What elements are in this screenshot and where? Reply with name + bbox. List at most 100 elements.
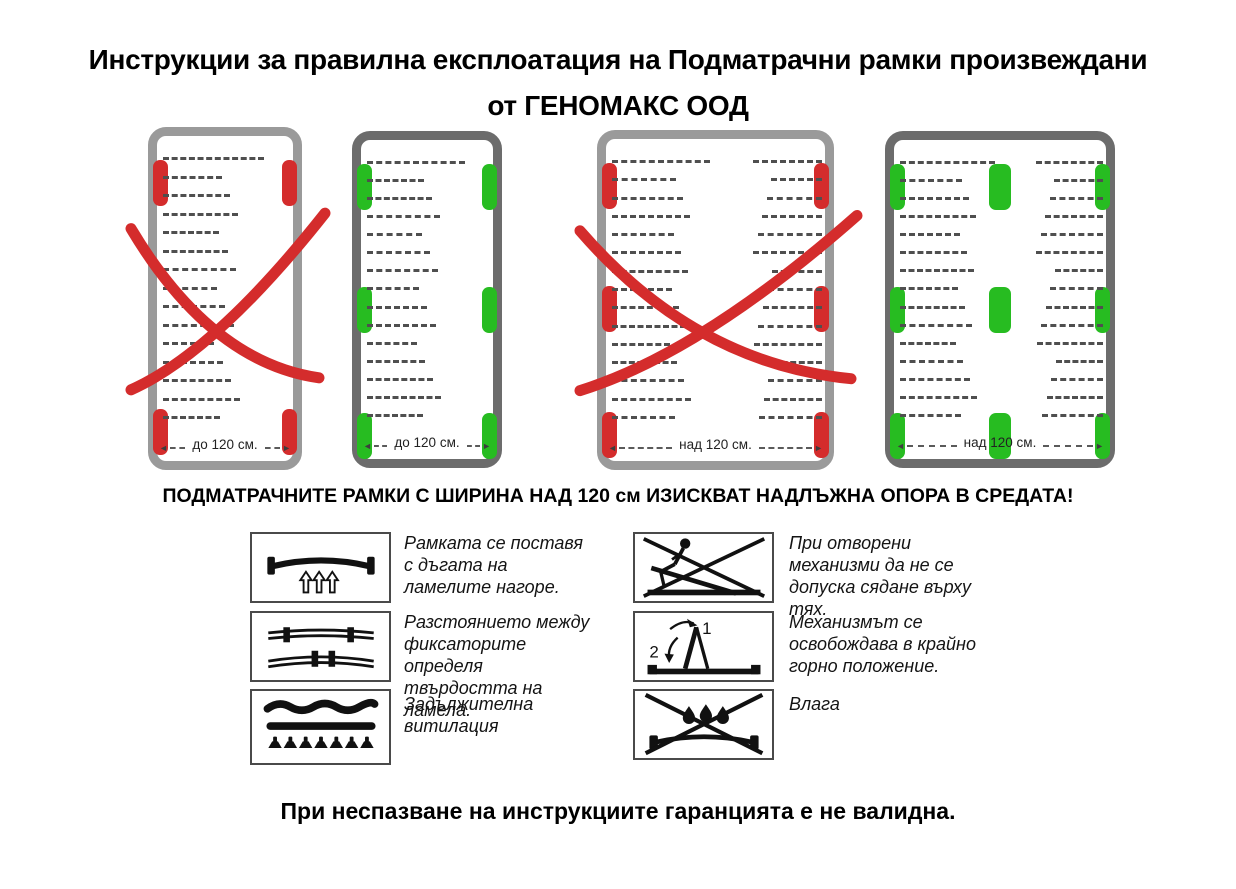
lamella-line: [766, 196, 822, 200]
frame-diagram-wide-correct: ◄ над 120 см. ►: [885, 131, 1115, 468]
lamella-line: [163, 323, 234, 327]
measure-dash-line: [169, 447, 186, 449]
lamella-line: [900, 377, 970, 381]
support-pad-left-middle: [890, 287, 905, 333]
lamella-line: [1051, 377, 1103, 381]
lamella-line: [612, 324, 687, 328]
lamella-line: [900, 161, 995, 164]
instruction-box-5: 1 2: [633, 611, 774, 682]
lamella-line: [612, 178, 676, 182]
no-moisture-icon: [644, 692, 763, 755]
arrow-left-icon: ◄: [363, 440, 372, 451]
instruction-text-4: При отворени механизми да не се допуска …: [789, 533, 972, 619]
lamella-line: [1055, 359, 1103, 363]
lamella-line: [1049, 197, 1103, 201]
lamella-line: [163, 212, 239, 216]
lamella-line: [1041, 323, 1103, 327]
width-measure-label: ◄ над 120 см. ►: [896, 434, 1104, 456]
lamella-line: [367, 323, 436, 327]
lamella-line: [367, 179, 424, 183]
lamella-line: [900, 323, 972, 327]
arrow-left-icon: ◄: [159, 442, 168, 453]
mechanism-release-icon: 1 2: [647, 618, 760, 674]
lamella-line: [757, 233, 822, 237]
page-title-line1: Инструкции за правилна експлоатация на П…: [88, 44, 1148, 75]
support-pad-right-bottom: [814, 412, 829, 458]
lamella-line: [367, 305, 428, 309]
instruction-text-6: Влага: [789, 694, 840, 714]
instruction-box-4: [633, 532, 774, 603]
lamella-line: [772, 361, 822, 365]
width-measure-label: ◄ до 120 см. ►: [159, 437, 292, 458]
measure-dash-line: [618, 447, 673, 449]
lamella-line: [367, 251, 430, 255]
lamella-line: [1050, 287, 1103, 291]
lamella-line: [900, 395, 977, 399]
support-pad-left-middle: [357, 287, 372, 333]
lamella-line: [163, 416, 221, 419]
lamella-line: [367, 341, 417, 345]
lamella-line: [1046, 395, 1103, 399]
width-measure-label: ◄ над 120 см. ►: [608, 437, 823, 458]
width-label-text: до 120 см.: [394, 434, 460, 450]
lamella-lines: [1029, 161, 1103, 417]
lamella-line: [900, 359, 963, 363]
measure-dash-line: [906, 445, 957, 447]
ventilation-icon: [263, 698, 378, 749]
measure-dash-line: [264, 447, 281, 449]
lamella-line: [762, 214, 822, 218]
lamella-line: [612, 233, 674, 237]
instruction-text-3: Задължителна витилация: [404, 694, 534, 736]
lamella-line: [1054, 179, 1103, 183]
lamella-line: [1045, 305, 1103, 309]
arrow-right-icon: ►: [1095, 440, 1104, 451]
lamella-line: [1036, 341, 1103, 345]
lamella-line: [900, 233, 960, 237]
instruction-box-2: [250, 611, 391, 682]
support-pad-right-top: [282, 160, 297, 206]
lamella-line: [767, 287, 822, 291]
lamella-line: [763, 397, 822, 401]
lamella-line: [612, 306, 679, 310]
lamella-line: [768, 379, 822, 383]
lamella-line: [612, 415, 675, 419]
arched-lamella-up-icon: [266, 556, 375, 593]
lamella-line: [1040, 233, 1103, 237]
lamella-line: [1036, 251, 1103, 255]
support-pad-left-bottom: [153, 409, 168, 455]
support-pad-right-bottom: [482, 413, 497, 459]
arrow-right-icon: ►: [814, 442, 823, 453]
width-label-text: над 120 см.: [963, 434, 1037, 450]
lamella-lines: [367, 161, 483, 417]
lamella-line: [771, 178, 822, 182]
lamella-line: [367, 161, 465, 164]
arrow-left-icon: ◄: [608, 442, 617, 453]
arrow-right-icon: ►: [282, 442, 292, 453]
measure-dash-line: [758, 447, 813, 449]
support-pad-right-top: [482, 164, 497, 210]
lamella-line: [758, 324, 822, 328]
lamella-line: [163, 231, 220, 234]
lamella-lines: [745, 160, 822, 419]
lamella-line: [612, 269, 689, 273]
lamella-line: [1036, 161, 1103, 164]
support-pad-center-middle: [989, 287, 1011, 333]
lamella-line: [612, 342, 670, 346]
frame-diagram-wide-incorrect: ◄ над 120 см. ►: [574, 130, 863, 470]
instruction-text-1: Рамката се поставя с дъгата на ламелите …: [404, 533, 584, 597]
lamella-line: [163, 157, 264, 160]
support-pad-left-bottom: [357, 413, 372, 459]
lamella-line: [612, 287, 672, 291]
support-pad-right-bottom: [1095, 413, 1110, 459]
lamella-line: [367, 215, 441, 219]
lamella-line: [1054, 269, 1103, 273]
lamella-line: [900, 287, 958, 291]
lamella-line: [367, 359, 426, 363]
lamella-line: [367, 377, 434, 381]
lamella-line: [612, 160, 710, 163]
support-pad-right-bottom: [282, 409, 297, 455]
lamella-line: [1042, 413, 1103, 417]
warranty-warning: При неспазване на инструкциите гаранцият…: [280, 798, 956, 824]
page-title-line2: от ГЕНОМАКС ООД: [487, 90, 749, 121]
measure-dash-line: [466, 445, 481, 447]
